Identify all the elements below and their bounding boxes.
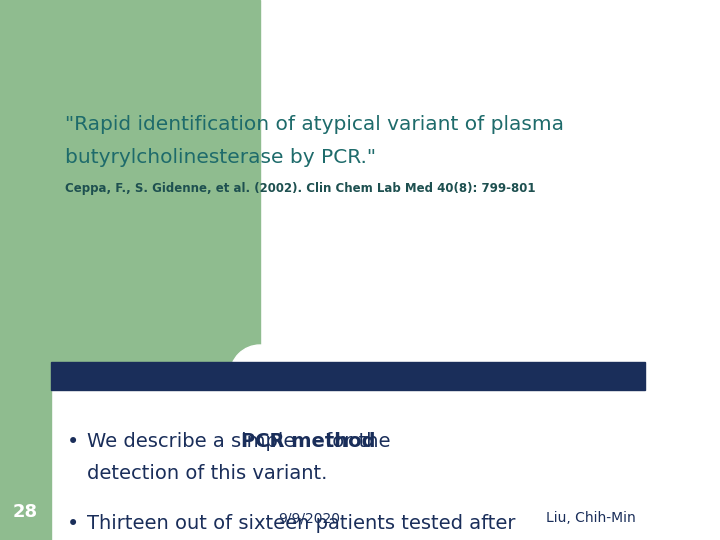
Text: for the: for the: [318, 432, 390, 451]
Text: Thirteen out of sixteen patients tested after: Thirteen out of sixteen patients tested …: [87, 514, 516, 533]
Text: 9/9/2020: 9/9/2020: [279, 511, 341, 525]
Text: detection of this variant.: detection of this variant.: [87, 464, 328, 483]
Text: We describe a simple: We describe a simple: [87, 432, 302, 451]
Text: •: •: [67, 432, 79, 452]
Bar: [0, 0, 51, 540]
Text: 28: 28: [13, 503, 38, 521]
Text: "Rapid identification of atypical variant of plasma: "Rapid identification of atypical varian…: [65, 115, 564, 134]
Bar: [0, 0, 260, 375]
Text: •: •: [67, 514, 79, 534]
Text: PCR method: PCR method: [241, 432, 376, 451]
Circle shape: [230, 345, 290, 405]
Text: butyrylcholinesterase by PCR.": butyrylcholinesterase by PCR.": [65, 148, 376, 167]
Text: Liu, Chih-Min: Liu, Chih-Min: [546, 511, 635, 525]
Bar: [51, 362, 645, 390]
Text: Ceppa, F., S. Gidenne, et al. (2002). Clin Chem Lab Med 40(8): 799-801: Ceppa, F., S. Gidenne, et al. (2002). Cl…: [65, 182, 536, 195]
